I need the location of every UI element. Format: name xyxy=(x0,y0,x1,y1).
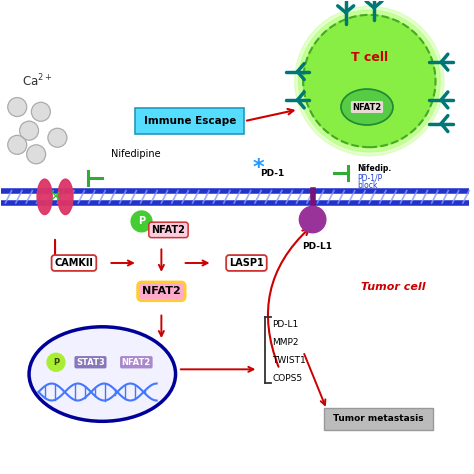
Circle shape xyxy=(300,206,326,233)
Circle shape xyxy=(303,15,436,147)
Text: PD-1: PD-1 xyxy=(260,169,284,178)
Text: NFAT2: NFAT2 xyxy=(122,358,151,367)
Circle shape xyxy=(295,6,444,156)
Text: $\mathregular{Ca^{2+}}$: $\mathregular{Ca^{2+}}$ xyxy=(22,73,52,89)
Circle shape xyxy=(48,128,67,147)
FancyBboxPatch shape xyxy=(324,408,433,430)
Text: PD-1/P: PD-1/P xyxy=(357,173,383,182)
Text: Tumor cell: Tumor cell xyxy=(361,282,425,292)
Circle shape xyxy=(8,98,27,117)
Text: Tumor metastasis: Tumor metastasis xyxy=(334,414,424,423)
Text: NFAT2: NFAT2 xyxy=(152,225,185,235)
Ellipse shape xyxy=(58,179,73,215)
Ellipse shape xyxy=(37,179,52,215)
Text: block: block xyxy=(357,181,378,190)
FancyBboxPatch shape xyxy=(136,108,244,135)
Text: Immune Escape: Immune Escape xyxy=(144,116,236,126)
Ellipse shape xyxy=(29,327,175,421)
Text: PD-L1: PD-L1 xyxy=(302,242,332,251)
Text: P: P xyxy=(138,217,145,227)
Text: STAT3: STAT3 xyxy=(76,358,105,367)
Circle shape xyxy=(8,136,27,155)
Text: NFAT2: NFAT2 xyxy=(352,102,382,111)
Circle shape xyxy=(47,353,65,371)
Ellipse shape xyxy=(341,89,393,125)
Text: COPS5: COPS5 xyxy=(273,374,302,383)
Circle shape xyxy=(299,10,440,152)
Text: NFAT2: NFAT2 xyxy=(142,286,181,296)
Text: MMP2: MMP2 xyxy=(273,338,299,347)
Text: ✕: ✕ xyxy=(49,190,61,204)
Text: PD-L1: PD-L1 xyxy=(273,320,299,329)
Text: T cell: T cell xyxy=(351,51,388,64)
Text: TWIST1: TWIST1 xyxy=(273,356,306,365)
Text: Nifedip.: Nifedip. xyxy=(357,164,392,173)
Text: Nifedipine: Nifedipine xyxy=(110,149,160,159)
Text: LASP1: LASP1 xyxy=(229,258,264,268)
Text: *: * xyxy=(253,158,264,179)
Circle shape xyxy=(19,121,38,140)
Text: CAMKII: CAMKII xyxy=(55,258,93,268)
Circle shape xyxy=(31,102,50,121)
Circle shape xyxy=(131,211,152,232)
Circle shape xyxy=(27,145,46,164)
Text: P: P xyxy=(53,358,59,367)
